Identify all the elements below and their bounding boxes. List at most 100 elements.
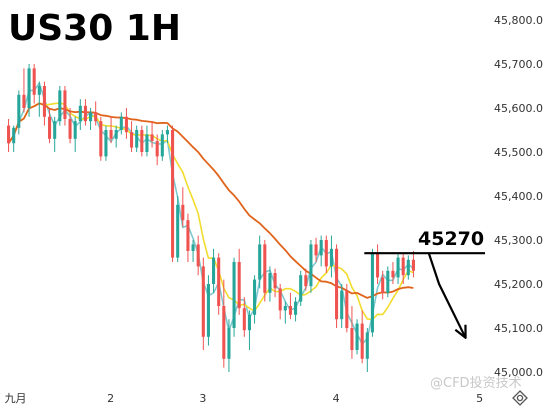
- candle-body: [283, 306, 287, 311]
- resistance-level-label: 45270: [418, 228, 484, 250]
- candle: [217, 253, 221, 315]
- candle-body: [232, 262, 236, 328]
- candle-body: [206, 284, 210, 337]
- candle: [12, 125, 16, 152]
- candle: [253, 275, 257, 324]
- candle-body: [94, 112, 98, 122]
- candle: [345, 284, 349, 333]
- candle: [386, 266, 390, 298]
- moving-average-line-ma-mid: [7, 102, 414, 321]
- candle-body: [37, 86, 41, 95]
- candle-body: [263, 244, 267, 293]
- candle: [58, 86, 62, 126]
- candle: [104, 125, 108, 161]
- candle: [22, 68, 26, 113]
- candle: [27, 64, 31, 117]
- candle-body: [160, 134, 164, 157]
- candle: [365, 328, 369, 372]
- x-tick-label: 4: [333, 392, 340, 405]
- candle: [355, 319, 359, 355]
- candle: [406, 255, 410, 280]
- candle: [135, 125, 139, 152]
- candle: [288, 292, 292, 320]
- candle: [227, 319, 231, 372]
- candle-body: [242, 308, 246, 331]
- downtrend-arrow: [427, 252, 467, 339]
- candle: [242, 297, 246, 337]
- candle-body: [268, 273, 272, 293]
- candle-body: [314, 244, 318, 256]
- candle: [258, 235, 262, 289]
- candle-body: [171, 130, 175, 258]
- candle: [155, 134, 159, 166]
- candle: [237, 248, 241, 315]
- candle: [42, 81, 46, 126]
- candle-body: [309, 244, 313, 287]
- candle-body: [165, 130, 169, 135]
- candle-body: [278, 288, 282, 311]
- candle-body: [135, 130, 139, 148]
- candle-body: [186, 220, 190, 251]
- chart-title: US30 1H: [8, 8, 181, 49]
- candle: [63, 86, 67, 126]
- candle-body: [53, 121, 57, 139]
- candle-body: [68, 119, 72, 139]
- candle-body: [201, 266, 205, 337]
- arrowhead: [454, 324, 467, 339]
- candle-body: [360, 323, 364, 359]
- candle: [222, 279, 226, 368]
- candle: [350, 306, 354, 359]
- candle: [370, 248, 374, 337]
- candle-body: [78, 105, 82, 122]
- candle-body: [258, 244, 262, 280]
- candle: [391, 262, 395, 284]
- candle: [114, 125, 118, 148]
- candle-body: [381, 277, 385, 293]
- candle-body: [150, 134, 154, 141]
- candle: [396, 253, 400, 284]
- candle-body: [237, 262, 241, 309]
- candle-body: [7, 125, 11, 144]
- candle-body: [350, 328, 354, 350]
- y-tick-label: 45,400.0: [494, 190, 543, 203]
- candle-body: [12, 127, 16, 144]
- candle: [206, 275, 210, 346]
- candle-body: [365, 332, 369, 359]
- x-tick-label: 3: [199, 392, 206, 405]
- candle: [212, 248, 216, 293]
- candle-body: [42, 86, 46, 117]
- candle: [376, 244, 380, 284]
- candle: [119, 112, 123, 135]
- candle: [89, 108, 93, 130]
- candle-body: [145, 134, 149, 152]
- y-tick-label: 45,100.0: [494, 322, 543, 335]
- candle: [299, 270, 303, 306]
- candle-body: [99, 121, 103, 157]
- candle-body: [299, 275, 303, 302]
- candle-body: [140, 130, 144, 152]
- candle: [94, 101, 98, 126]
- candle-body: [17, 94, 21, 128]
- gear-icon[interactable]: [512, 390, 528, 406]
- candle-body: [124, 116, 128, 133]
- candle-body: [288, 306, 292, 315]
- y-tick-label: 45,200.0: [494, 278, 543, 291]
- watermark: @CFD投资技术: [430, 375, 522, 391]
- candle: [140, 125, 144, 157]
- candle: [329, 235, 333, 278]
- candle-body: [58, 90, 62, 122]
- candle: [411, 251, 415, 278]
- candle-body: [324, 240, 328, 267]
- candle: [263, 240, 267, 302]
- candle-body: [329, 248, 333, 267]
- candle: [37, 81, 41, 117]
- candle: [335, 244, 339, 328]
- x-tick-label: 2: [107, 392, 114, 405]
- candle: [53, 116, 57, 152]
- candle: [68, 108, 72, 144]
- candle: [186, 213, 190, 262]
- candle: [201, 257, 205, 350]
- y-tick-label: 45,600.0: [494, 102, 543, 115]
- candle-body: [212, 257, 216, 284]
